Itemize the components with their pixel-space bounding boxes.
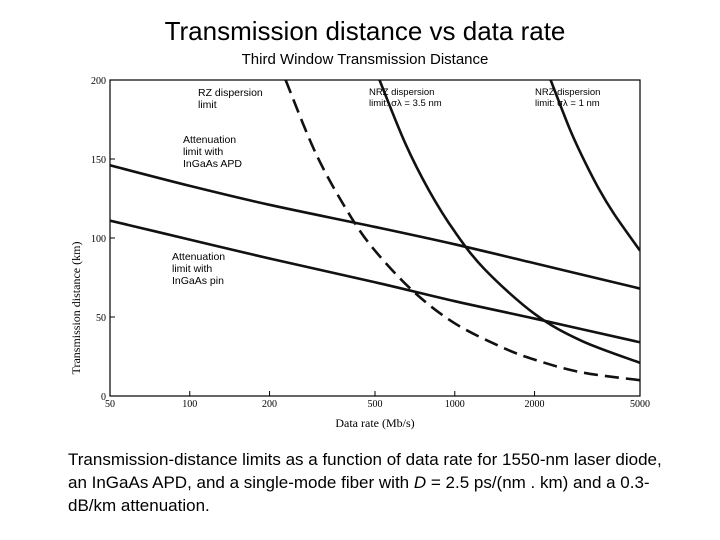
y-tick-label: 0: [101, 392, 106, 403]
y-tick-label: 150: [91, 155, 106, 166]
annotation-nrz35: NRZ dispersion limit: σλ = 3.5 nm: [369, 87, 442, 109]
y-tick-label: 50: [96, 313, 106, 324]
annotation-line: InGaAs APD: [183, 158, 242, 170]
x-axis-label: Data rate (Mb/s): [335, 416, 414, 430]
annotation-line: Attenuation: [183, 134, 236, 146]
apd-attenuation-line: [110, 164, 640, 290]
annotation-rz: RZ dispersion limit: [198, 87, 263, 111]
rz-dispersion-curve: [284, 80, 640, 382]
figure-caption: Transmission-distance limits as a functi…: [68, 448, 668, 517]
x-tick-label: 500: [368, 399, 383, 410]
annotation-line: InGaAs pin: [172, 275, 224, 287]
annotation-pin: Attenuation limit with InGaAs pin: [172, 251, 225, 287]
caption-text-2: = 2.5 ps/(nm . km) and a 0.3-dB/km atten…: [68, 473, 650, 515]
nrz-3-5nm-dispersion-curve: [378, 80, 640, 365]
x-tick-label: 100: [182, 399, 197, 410]
x-tick-label: 200: [262, 399, 277, 410]
annotation-line: limit with: [183, 146, 223, 158]
x-tick-label: 50: [105, 399, 115, 410]
nrz-1nm-dispersion-curve: [549, 80, 640, 252]
slide-title: Transmission distance vs data rate: [164, 16, 566, 46]
x-tick-label: 5000: [630, 399, 650, 410]
annotation-line: limit: [198, 99, 217, 111]
series-layer: [110, 80, 640, 382]
annotation-line: limit with: [172, 263, 212, 275]
annotation-line: limit: σλ = 3.5 nm: [369, 98, 442, 109]
y-axis-label: Transmission distance (km): [69, 242, 83, 375]
pin-attenuation-line: [110, 219, 640, 344]
x-tick-label: 2000: [525, 399, 545, 410]
caption-text-1: Transmission-distance limits as a functi…: [68, 450, 662, 492]
annotation-apd: Attenuation limit with InGaAs APD: [183, 134, 242, 170]
annotation-line: NRZ dispersion: [535, 87, 600, 98]
y-tick-label: 100: [91, 234, 106, 245]
annotation-line: limit: σλ = 1 nm: [535, 98, 600, 109]
annotation-line: Attenuation: [172, 251, 225, 263]
annotation-line: RZ dispersion: [198, 87, 263, 99]
y-tick-label: 200: [91, 76, 106, 87]
x-tick-label: 1000: [445, 399, 465, 410]
caption-d-symbol: D: [413, 473, 427, 492]
slide-subtitle: Third Window Transmission Distance: [241, 51, 489, 68]
plot-frame: [109, 79, 641, 397]
annotation-nrz1: NRZ dispersion limit: σλ = 1 nm: [535, 87, 600, 109]
annotation-line: NRZ dispersion: [369, 87, 434, 98]
